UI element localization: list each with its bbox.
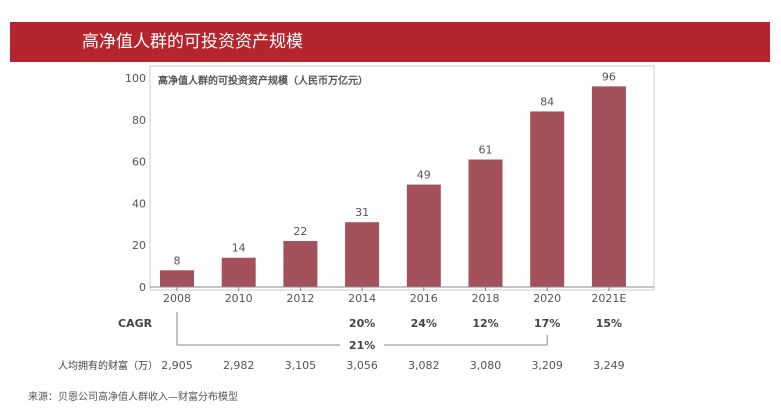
- per-capita-value: 2,905: [161, 359, 193, 372]
- cagr-value: 20%: [349, 317, 375, 330]
- y-tick-label: 40: [132, 197, 146, 210]
- header-title: 高净值人群的可投资资产规模: [82, 32, 303, 52]
- plot-frame: [149, 65, 655, 291]
- bar-2010: [221, 257, 256, 287]
- bar-2008: [160, 270, 194, 287]
- bar-2016: [406, 184, 441, 287]
- x-tick-label: 2016: [410, 292, 438, 305]
- bar-2018: [468, 159, 503, 287]
- bar-value-label: 49: [417, 169, 431, 182]
- x-tick-label: 2008: [163, 292, 191, 305]
- per-capita-value: 3,056: [346, 359, 378, 372]
- per-capita-value: 3,209: [531, 359, 563, 372]
- y-tick-label: 60: [132, 156, 146, 169]
- x-tick-label: 2012: [286, 292, 314, 305]
- per-capita-row: 人均拥有的财富（万） 2,905 2,982 3,105 3,056 3,082 3,08…: [58, 359, 625, 372]
- x-tick-label: 2014: [348, 292, 376, 305]
- bar-2014: [345, 222, 380, 287]
- source-note: 来源：贝恩公司高净值人群收入—财富分布模型: [28, 392, 238, 403]
- per-capita-value: 3,249: [593, 359, 625, 372]
- per-capita-value: 3,082: [408, 359, 440, 372]
- y-axis: 0 20 40 60 80 100: [125, 72, 146, 294]
- x-tick-label: 2010: [225, 292, 253, 305]
- bar-value-label: 14: [232, 242, 246, 255]
- cagr-overall: 21%: [349, 339, 375, 352]
- x-tick-label: 2021E: [591, 292, 626, 305]
- cagr-bracket: 21%: [176, 312, 548, 352]
- cagr-value: 24%: [411, 317, 437, 330]
- y-tick-label: 100: [125, 72, 146, 85]
- y-tick-label: 80: [132, 114, 146, 127]
- bars-group: 8 14 22 31 49 61 84 96: [160, 70, 626, 287]
- y-tick-label: 20: [132, 239, 146, 252]
- x-tick-label: 2018: [472, 292, 500, 305]
- bar-value-label: 22: [293, 225, 307, 238]
- cagr-label: CAGR: [118, 317, 153, 330]
- x-tick-label: 2020: [533, 292, 561, 305]
- x-axis: 2008 2010 2012 2014 2016 2018 2020 2021E: [150, 286, 654, 305]
- bar-value-label: 8: [174, 254, 181, 267]
- bar-2021E: [591, 86, 626, 287]
- per-capita-value: 2,982: [223, 359, 255, 372]
- bar-value-label: 31: [355, 206, 369, 219]
- cagr-value: 15%: [596, 317, 622, 330]
- y-tick-label: 0: [139, 281, 146, 294]
- cagr-value: 12%: [472, 317, 498, 330]
- per-capita-value: 3,080: [470, 359, 502, 372]
- bar-value-label: 84: [540, 95, 554, 108]
- bar-2012: [283, 241, 318, 287]
- header-banner: 高净值人群的可投资资产规模: [10, 22, 770, 62]
- per-capita-label: 人均拥有的财富（万）: [58, 359, 158, 372]
- bar-2020: [530, 111, 565, 287]
- bar-value-label: 96: [602, 70, 616, 83]
- chart-title: 高净值人群的可投资资产规模（人民币万亿元）: [158, 74, 368, 87]
- cagr-row: CAGR 20% 24% 12% 17% 15%: [118, 317, 622, 330]
- bar-value-label: 61: [479, 144, 493, 157]
- cagr-value: 17%: [534, 317, 560, 330]
- per-capita-value: 3,105: [285, 359, 317, 372]
